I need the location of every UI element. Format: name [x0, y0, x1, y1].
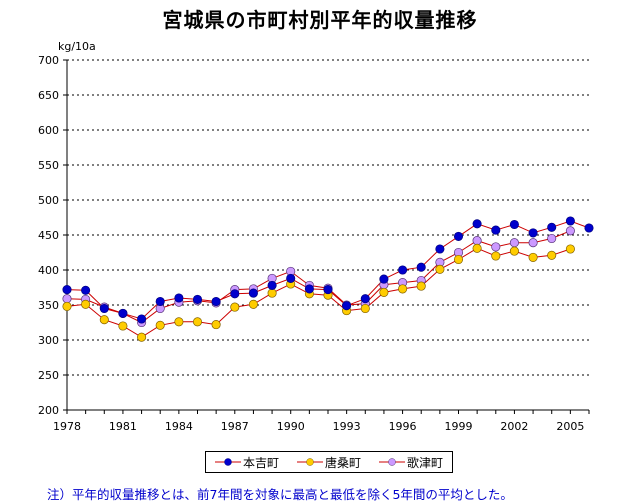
x-tick-label: 1978: [53, 420, 81, 433]
data-point-series-1: [398, 284, 408, 294]
data-point-series-2: [472, 236, 482, 246]
data-point-series-0: [155, 296, 165, 307]
y-tick-label: 700: [38, 54, 59, 67]
data-point-series-0: [192, 294, 203, 304]
data-point-series-1: [360, 303, 370, 314]
data-point-series-1: [230, 302, 240, 312]
data-point-series-1: [509, 246, 519, 256]
data-point-series-0: [584, 223, 594, 233]
legend: 本吉町 唐桑町 歌津町: [205, 451, 453, 473]
data-point-series-1: [118, 321, 128, 331]
data-point-series-1: [137, 332, 147, 342]
data-point-series-1: [248, 299, 258, 309]
series-line-2: [66, 230, 571, 324]
data-point-series-0: [323, 285, 333, 295]
data-point-series-2: [509, 238, 519, 248]
x-tick-label: 2005: [556, 420, 584, 433]
data-point-series-0: [491, 225, 501, 235]
y-tick-label: 650: [38, 89, 59, 102]
data-point-series-0: [342, 301, 352, 311]
x-tick-label: 1987: [221, 420, 249, 433]
data-point-series-0: [62, 285, 72, 295]
data-point-series-1: [491, 251, 501, 261]
data-point-series-1: [192, 317, 203, 327]
data-point-series-1: [62, 301, 72, 311]
data-point-series-0: [118, 308, 128, 318]
y-tick-label: 550: [38, 159, 59, 172]
data-point-series-0: [286, 273, 296, 283]
y-tick-label: 300: [38, 334, 59, 347]
data-point-series-1: [528, 252, 538, 262]
legend-marker-icon: [378, 458, 405, 466]
data-point-series-0: [379, 274, 389, 284]
data-point-series-1: [379, 287, 389, 297]
data-point-series-2: [528, 238, 538, 248]
y-tick-label: 250: [38, 369, 59, 382]
x-tick-label: 1993: [333, 420, 361, 433]
data-point-series-1: [472, 243, 482, 253]
legend-label: 歌津町: [406, 455, 443, 470]
legend-item-hongyoshi: 本吉町: [214, 454, 279, 471]
x-tick-label: 1999: [445, 420, 473, 433]
data-point-series-1: [99, 315, 109, 325]
data-point-series-0: [360, 294, 370, 304]
series-line-1: [66, 247, 571, 338]
legend-item-karakuwa: 唐桑町: [296, 454, 361, 471]
y-tick-label: 500: [38, 194, 59, 207]
data-point-series-0: [304, 284, 314, 294]
data-point-series-0: [528, 228, 538, 238]
x-tick-label: 2002: [500, 420, 528, 433]
data-point-series-2: [62, 294, 72, 304]
footnote: 注）平年的収量推移とは、前7年間を対象に最高と最低を除く5年間の平均とした。: [47, 487, 513, 502]
x-tick-label: 1984: [165, 420, 193, 433]
y-tick-label: 600: [38, 124, 59, 137]
data-point-series-0: [267, 280, 277, 290]
legend-label: 本吉町: [242, 455, 279, 470]
data-point-series-0: [81, 285, 91, 295]
data-point-series-0: [99, 303, 109, 314]
data-point-series-2: [547, 233, 557, 244]
y-tick-label: 450: [38, 229, 59, 242]
x-tick-label: 1990: [277, 420, 305, 433]
x-tick-label: 1996: [389, 420, 417, 433]
data-point-series-0: [453, 231, 464, 241]
x-tick-label: 1981: [109, 420, 137, 433]
data-point-series-0: [211, 296, 221, 307]
legend-item-utatsu: 歌津町: [378, 454, 443, 471]
data-point-series-0: [509, 219, 519, 230]
data-point-series-1: [174, 317, 184, 327]
y-tick-label: 350: [38, 299, 59, 312]
data-point-series-1: [155, 320, 165, 330]
chart-title: 宮城県の市町村別平年的収量推移: [162, 8, 478, 32]
data-point-series-0: [416, 262, 426, 272]
data-point-series-0: [547, 222, 557, 232]
data-point-series-0: [565, 216, 575, 226]
legend-label: 唐桑町: [324, 455, 361, 470]
data-point-series-2: [491, 242, 501, 252]
data-point-series-1: [565, 244, 575, 254]
data-point-series-1: [81, 299, 91, 309]
data-point-series-0: [248, 288, 258, 298]
data-point-series-1: [211, 320, 221, 330]
data-point-series-0: [398, 265, 408, 275]
data-point-series-0: [174, 293, 184, 303]
data-point-series-0: [472, 219, 482, 229]
legend-marker-icon: [296, 458, 323, 466]
legend-marker-icon: [214, 458, 241, 466]
y-axis-unit-label: kg/10a: [58, 40, 96, 53]
data-point-series-1: [416, 281, 426, 291]
data-point-series-2: [565, 226, 575, 236]
data-point-series-0: [435, 244, 445, 254]
y-tick-label: 200: [38, 404, 59, 417]
data-point-series-1: [547, 250, 557, 260]
data-point-series-1: [453, 254, 464, 265]
data-point-series-0: [137, 314, 147, 324]
data-point-series-0: [230, 289, 240, 299]
data-point-series-1: [435, 264, 445, 274]
data-point-series-1: [267, 288, 277, 298]
y-tick-label: 400: [38, 264, 59, 277]
